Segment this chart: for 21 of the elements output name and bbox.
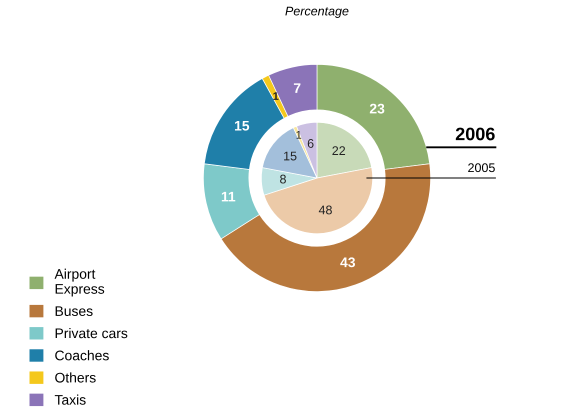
data-label: 43 [340,257,356,268]
slice-label: 2006 [456,128,495,140]
data-label: 8 [280,174,286,184]
data-label: 15 [234,120,250,131]
data-label: 48 [318,206,332,214]
chart-title: Percentage [285,6,348,18]
data-label: 6 [308,139,314,148]
legend-label: Coaches [55,350,109,360]
data-label: 15 [284,152,296,160]
data-label: 7 [294,83,300,93]
legend-label: Taxis [54,394,86,405]
data-label: 1 [273,92,279,100]
legend-label: Airport Express [54,268,104,297]
data-label: 22 [332,146,346,155]
data-label: 1 [296,131,302,139]
data-label: 11 [222,192,236,202]
legend-label: Others [55,372,96,383]
legend-label: Buses [56,306,93,316]
data-label: 23 [370,104,384,114]
legend-label: Private cars [56,328,128,338]
slice-label: 2005 [468,163,495,172]
